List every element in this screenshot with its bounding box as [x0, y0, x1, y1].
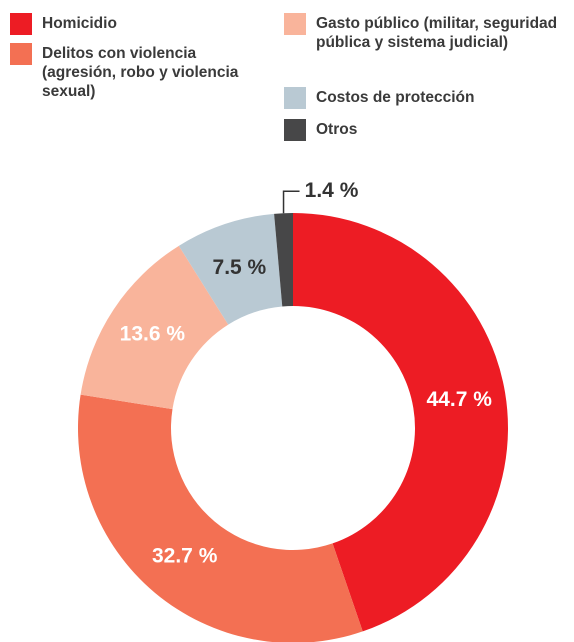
legend-item: Gasto público (militar, seguridad públic… [284, 13, 574, 52]
legend-swatch [10, 43, 32, 65]
data-label: 44.7 % [427, 388, 493, 411]
legend-swatch [284, 13, 306, 35]
data-label: 13.6 % [120, 323, 186, 346]
donut-slice [293, 213, 508, 632]
legend-label: Otros [316, 121, 358, 138]
leader-line [282, 190, 300, 214]
legend-swatch [284, 87, 306, 109]
legend-label: Costos de protección [316, 89, 475, 106]
legend-item: Otros [284, 119, 574, 141]
legend-item: Costos de protección [284, 87, 574, 109]
donut-slice [80, 245, 229, 410]
donut-slice [178, 213, 283, 325]
legend-item: Delitos con violencia (agresión, robo y … [10, 43, 250, 101]
legend-label: Gasto público (militar, seguridad públic… [316, 15, 558, 51]
data-label: 1.4 % [305, 179, 359, 202]
legend-label: Delitos con violencia (agresión, robo y … [42, 45, 239, 100]
legend-item: Homicidio [10, 13, 250, 35]
data-label: 32.7 % [152, 545, 218, 568]
legend-label: Homicidio [42, 15, 117, 32]
donut-slice [274, 213, 293, 307]
data-label: 7.5 % [213, 256, 267, 279]
donut-slice [78, 394, 363, 642]
legend-swatch [10, 13, 32, 35]
legend-swatch [284, 119, 306, 141]
